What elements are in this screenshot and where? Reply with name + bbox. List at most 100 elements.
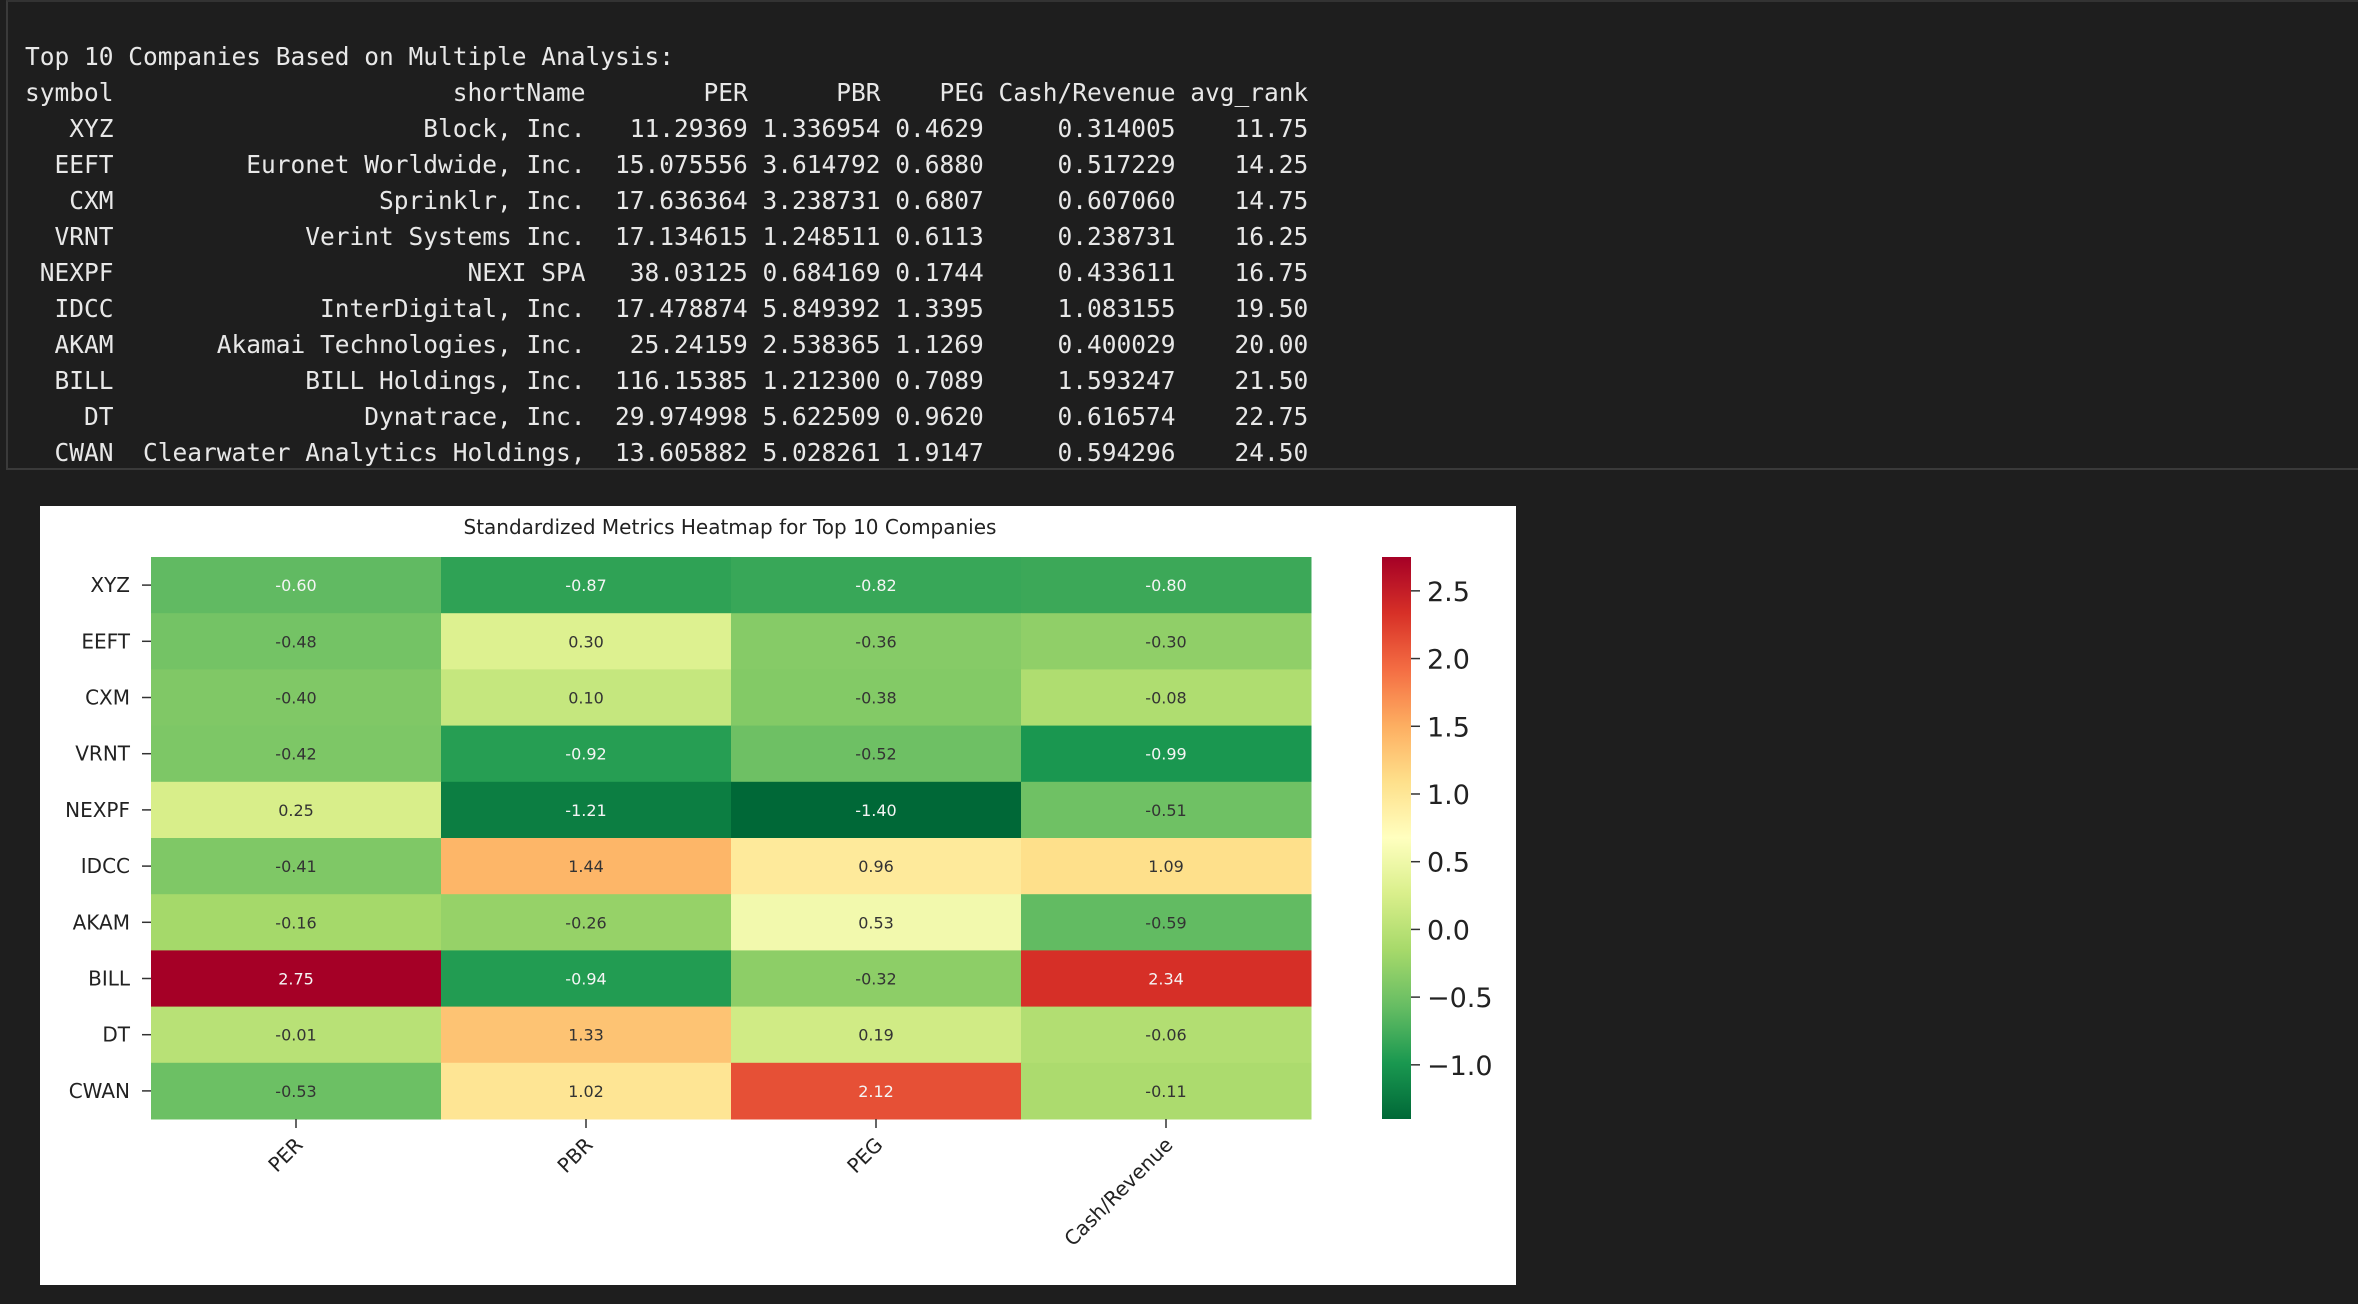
heatmap-cell-label: 2.12 <box>858 1082 894 1101</box>
column-tick-label: PER <box>263 1132 307 1176</box>
heatmap-cell-label: -0.92 <box>565 745 606 764</box>
heatmap-figure: Standardized Metrics Heatmap for Top 10 … <box>40 506 1516 1285</box>
colorbar-tick-label: −0.5 <box>1427 983 1493 1014</box>
heatmap-cell <box>441 669 732 727</box>
heatmap-cell <box>1021 894 1312 951</box>
colorbar-tick-label: 2.5 <box>1427 577 1470 608</box>
heatmap-cell-label: -0.48 <box>275 632 316 651</box>
heatmap-cell-label: -0.53 <box>275 1082 316 1101</box>
heatmap-cell <box>151 1006 442 1064</box>
row-tick-label: AKAM <box>73 910 130 934</box>
heatmap-cell-label: -0.42 <box>275 745 316 764</box>
row-tick-label: DT <box>102 1023 130 1047</box>
heatmap-cell-label: -0.41 <box>275 857 316 876</box>
heatmap-cell <box>441 894 732 951</box>
heatmap-cell <box>1021 669 1312 727</box>
heatmap-cell <box>731 781 1022 839</box>
heatmap-cell <box>731 838 1022 895</box>
heatmap-cell-label: 2.34 <box>1148 970 1184 989</box>
heatmap-cell <box>151 950 442 1008</box>
heatmap-cell <box>441 950 732 1008</box>
row-tick-label: NEXPF <box>65 798 130 822</box>
colorbar-tick-label: 1.5 <box>1427 712 1470 743</box>
column-tick-label: Cash/Revenue <box>1059 1133 1177 1251</box>
row-tick-label: EEFT <box>81 629 130 653</box>
heatmap-cell-label: -0.87 <box>565 576 606 595</box>
row-tick-label: VRNT <box>75 742 131 766</box>
heatmap-cell-label: -0.16 <box>275 913 316 932</box>
heatmap-cell-label: 1.02 <box>568 1082 604 1101</box>
heatmap-cell-label: -0.11 <box>1145 1082 1186 1101</box>
heatmap-cell <box>151 781 442 839</box>
heatmap-cell <box>151 894 442 951</box>
heatmap-cell-label: 1.33 <box>568 1026 604 1045</box>
heatmap-cell <box>731 725 1022 783</box>
colorbar-tick-label: 0.5 <box>1427 848 1470 879</box>
heatmap-cell <box>151 557 442 614</box>
chart-title: Standardized Metrics Heatmap for Top 10 … <box>464 515 997 539</box>
heatmap-cell-label: -0.80 <box>1145 576 1186 595</box>
heatmap-cell-label: 1.09 <box>1148 857 1184 876</box>
row-tick-label: XYZ <box>90 573 130 597</box>
heatmap-cell <box>731 894 1022 951</box>
heatmap-cell <box>731 1062 1022 1120</box>
heatmap-cell-label: -1.40 <box>855 801 896 820</box>
heatmap-cell <box>1021 1006 1312 1064</box>
heatmap-cell <box>1021 557 1312 614</box>
heatmap-cell <box>151 669 442 727</box>
heatmap-cell <box>441 1006 732 1064</box>
heatmap-cell <box>1021 613 1312 670</box>
heatmap-cell <box>441 781 732 839</box>
colorbar-tick-label: −1.0 <box>1427 1051 1493 1082</box>
heatmap-cell <box>441 838 732 895</box>
heatmap-cell <box>731 557 1022 614</box>
heatmap-cell-label: -0.94 <box>565 970 606 989</box>
heatmap-cell-label: -0.59 <box>1145 913 1186 932</box>
heatmap-cell-label: -0.36 <box>855 632 896 651</box>
heatmap-cell-label: -0.99 <box>1145 745 1186 764</box>
row-tick-label: IDCC <box>81 854 130 878</box>
heatmap-cell-label: -0.51 <box>1145 801 1186 820</box>
heatmap-cell <box>1021 838 1312 895</box>
heatmap-cell-label: -0.26 <box>565 913 606 932</box>
heatmap-cell <box>731 669 1022 727</box>
heatmap-cell <box>1021 950 1312 1008</box>
colorbar-tick-label: 0.0 <box>1427 915 1470 946</box>
heatmap-cell <box>151 838 442 895</box>
row-tick-label: BILL <box>88 967 131 991</box>
heatmap-cell-label: 0.53 <box>858 913 894 932</box>
heatmap-cell <box>151 725 442 783</box>
heatmap-cell-label: -1.21 <box>565 801 606 820</box>
heatmap-cell-label: -0.38 <box>855 689 896 708</box>
heatmap-cell-label: -0.30 <box>1145 632 1186 651</box>
heatmap-cell <box>441 1062 732 1120</box>
console-output-text: Top 10 Companies Based on Multiple Analy… <box>25 42 1309 467</box>
heatmap-cell-label: 1.44 <box>568 857 604 876</box>
heatmap-cell-label: -0.06 <box>1145 1026 1186 1045</box>
heatmap-cell-label: 0.19 <box>858 1026 894 1045</box>
heatmap-cell <box>731 950 1022 1008</box>
heatmap-cell-label: -0.60 <box>275 576 316 595</box>
heatmap-cell-label: -0.40 <box>275 689 316 708</box>
colorbar <box>1382 557 1411 1119</box>
heatmap-cell <box>1021 1062 1312 1120</box>
heatmap-cell-label: 0.25 <box>278 801 314 820</box>
heatmap-cell <box>731 1006 1022 1064</box>
heatmap-cell-label: -0.01 <box>275 1026 316 1045</box>
heatmap-cell-label: -0.08 <box>1145 689 1186 708</box>
colorbar-tick-label: 2.0 <box>1427 645 1470 676</box>
heatmap-cell <box>441 725 732 783</box>
heatmap-cell-label: 0.96 <box>858 857 894 876</box>
column-tick-label: PBR <box>553 1132 598 1177</box>
heatmap-chart: Standardized Metrics Heatmap for Top 10 … <box>65 515 1493 1251</box>
heatmap-cell <box>1021 725 1312 783</box>
heatmap-cell-label: 0.30 <box>568 632 604 651</box>
row-tick-label: CWAN <box>69 1079 130 1103</box>
colorbar-tick-label: 1.0 <box>1427 780 1470 811</box>
heatmap-cell <box>731 613 1022 670</box>
heatmap-cell <box>441 613 732 670</box>
row-tick-label: CXM <box>85 686 130 710</box>
column-tick-label: PEG <box>842 1133 887 1178</box>
heatmap-cell-label: 2.75 <box>278 970 314 989</box>
heatmap-cell <box>1021 781 1312 839</box>
